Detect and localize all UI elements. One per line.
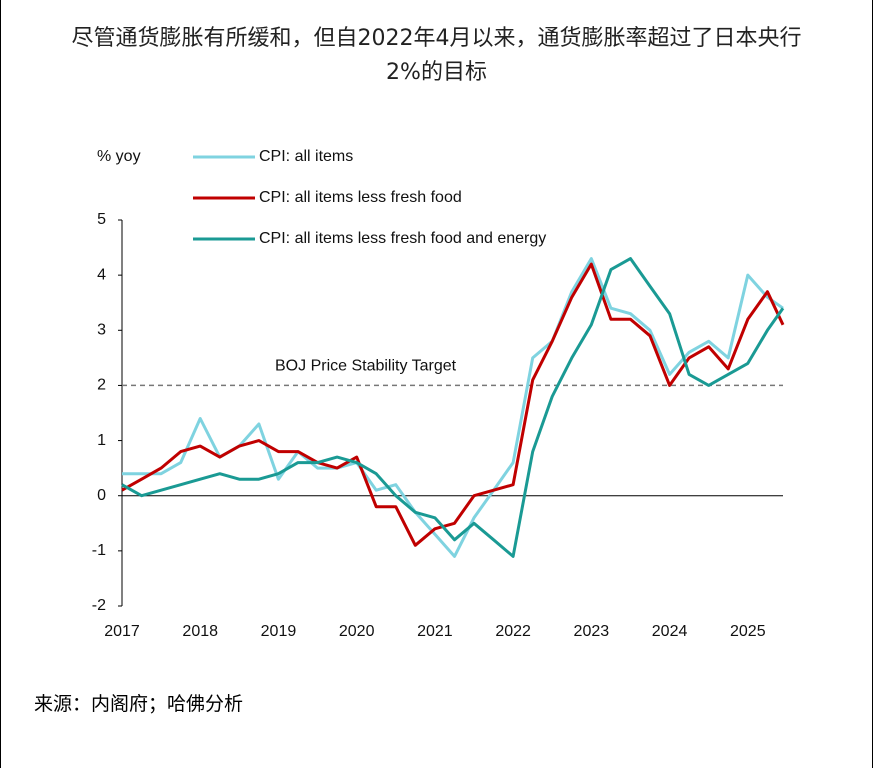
series-line — [121, 262, 785, 547]
series-line — [121, 257, 785, 558]
x-tick-label: 2021 — [417, 623, 453, 640]
x-tick-label: 2017 — [104, 623, 140, 640]
target-label: BOJ Price Stability Target — [275, 358, 457, 375]
x-tick-label: 2024 — [652, 623, 688, 640]
legend-label: CPI: all items less fresh food and energ… — [259, 230, 546, 247]
series-line — [122, 257, 784, 558]
source-note: 来源：内阁府；哈佛分析 — [34, 693, 244, 715]
y-tick-label: 1 — [97, 432, 106, 449]
legend-label: CPI: all items — [259, 148, 353, 165]
y-tick-label: 5 — [97, 211, 106, 228]
y-tick-label: -2 — [92, 597, 106, 614]
y-tick-label: 2 — [97, 377, 106, 394]
x-tick-label: 2025 — [730, 623, 766, 640]
x-tick-label: 2019 — [261, 623, 297, 640]
legend-label: CPI: all items less fresh food — [259, 189, 462, 206]
chart-title: 尽管通货膨胀有所缓和，但自2022年4月以来，通货膨胀率超过了日本央行2%的目标 — [71, 26, 802, 85]
x-tick-label: 2023 — [574, 623, 610, 640]
x-tick-label: 2020 — [339, 623, 375, 640]
y-tick-label: 4 — [97, 266, 106, 283]
y-tick-label: -1 — [92, 542, 106, 559]
y-axis-label: % yoy — [97, 148, 141, 165]
x-tick-label: 2022 — [495, 623, 531, 640]
y-tick-label: 3 — [97, 322, 106, 339]
x-tick-label: 2018 — [182, 623, 218, 640]
y-tick-label: 0 — [97, 487, 106, 504]
